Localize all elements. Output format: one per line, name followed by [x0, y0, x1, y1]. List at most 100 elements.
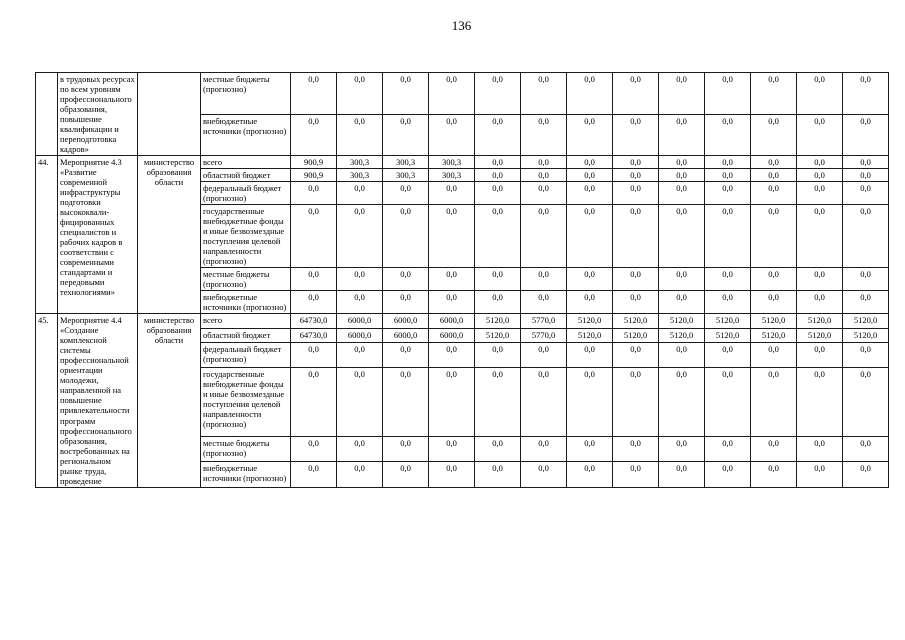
table-row: в трудовых ресурсах по всем уровням проф… [35, 71, 889, 157]
value-cell: 0,0 [428, 72, 475, 115]
value-cell: 0,0 [796, 113, 843, 157]
value-cell: 0,0 [566, 341, 613, 369]
value-cell: 0,0 [750, 204, 797, 269]
value-cell: 0,0 [612, 367, 659, 438]
value-cell: 0,0 [566, 113, 613, 157]
value-cell: 0,0 [842, 181, 889, 206]
value-cell: 0,0 [474, 155, 521, 170]
value-cell: 0,0 [750, 113, 797, 157]
value-cell: 0,0 [612, 341, 659, 369]
value-cell: 5120,0 [658, 327, 705, 343]
table-row: 45. Мероприятие 4.4 «Создание комплексной… [35, 313, 889, 488]
value-cell: 0,0 [428, 204, 475, 269]
value-cell: 0,0 [796, 367, 843, 438]
value-cell: 0,0 [796, 267, 843, 292]
value-cell: 0,0 [520, 113, 567, 157]
value-cell: 0,0 [382, 290, 429, 315]
value-cell: 0,0 [428, 341, 475, 369]
value-cell: 900,9 [290, 155, 337, 170]
value-cell: 0,0 [290, 204, 337, 269]
value-cell: 0,0 [520, 72, 567, 115]
budget-type-cell: областной бюджет [200, 168, 291, 183]
value-cell: 300,3 [382, 168, 429, 183]
value-cell: 0,0 [658, 155, 705, 170]
table-row: федеральный бюджет (прогнозно) 0,0 0,0 0,0 0… [36, 341, 889, 369]
value-cell: 0,0 [796, 155, 843, 170]
value-cell: 0,0 [842, 72, 889, 115]
value-cell: 0,0 [474, 168, 521, 183]
value-cell: 0,0 [842, 436, 889, 463]
value-cell: 0,0 [612, 204, 659, 269]
value-cell: 0,0 [428, 290, 475, 315]
value-cell: 0,0 [520, 168, 567, 183]
table-row: федеральный бюджет (прогнозно) 0,0 0,0 0,0 0… [36, 181, 889, 206]
value-cell: 0,0 [842, 155, 889, 170]
value-cell: 0,0 [336, 113, 383, 157]
value-cell: 0,0 [658, 113, 705, 157]
value-cell: 0,0 [474, 113, 521, 157]
value-cell: 0,0 [382, 113, 429, 157]
value-cell: 0,0 [566, 367, 613, 438]
executor-cell: министерство образования области [137, 313, 201, 488]
budget-table-body: в трудовых ресурсах по всем уровням проф… [35, 71, 889, 488]
value-cell: 0,0 [750, 290, 797, 315]
budget-type-cell: всего [200, 155, 291, 170]
value-cell: 0,0 [750, 341, 797, 369]
value-cell: 0,0 [336, 461, 383, 488]
value-cell: 64730,0 [290, 313, 337, 329]
value-cell: 5770,0 [520, 327, 567, 343]
table-row: внебюджетные источники (прогнозно) 0,0 0,0… [36, 290, 889, 315]
value-cell: 0,0 [336, 204, 383, 269]
value-cell: 0,0 [382, 436, 429, 463]
value-cell: 0,0 [658, 204, 705, 269]
value-cell: 0,0 [336, 367, 383, 438]
value-cell: 0,0 [612, 181, 659, 206]
value-cell: 0,0 [842, 461, 889, 488]
value-cell: 5770,0 [520, 313, 567, 329]
measure-name-cell: Мероприятие 4.4 «Создание комплексной си… [57, 313, 138, 488]
table-row: внебюджетные источники (прогнозно) 0,0 0,0… [36, 113, 889, 157]
value-cell: 0,0 [566, 204, 613, 269]
value-cell: 0,0 [428, 113, 475, 157]
value-cell: 6000,0 [428, 327, 475, 343]
value-cell: 0,0 [704, 367, 751, 438]
value-cell: 6000,0 [336, 327, 383, 343]
budget-type-cell: федеральный бюджет (прогнозно) [200, 341, 291, 369]
value-cell: 300,3 [336, 155, 383, 170]
value-cell: 0,0 [290, 267, 337, 292]
value-cell: 0,0 [474, 181, 521, 206]
value-cell: 0,0 [336, 181, 383, 206]
value-cell: 0,0 [520, 204, 567, 269]
value-cell: 0,0 [382, 461, 429, 488]
value-cell: 0,0 [612, 267, 659, 292]
value-cell: 0,0 [796, 290, 843, 315]
value-cell: 0,0 [750, 367, 797, 438]
value-cell: 5120,0 [796, 327, 843, 343]
measure-name-cell: Мероприятие 4.3 «Развитие современной ин… [57, 155, 138, 315]
value-cell: 0,0 [382, 267, 429, 292]
value-cell: 0,0 [428, 267, 475, 292]
value-cell: 0,0 [658, 267, 705, 292]
value-cell: 0,0 [658, 290, 705, 315]
value-cell: 0,0 [612, 436, 659, 463]
value-cell: 0,0 [704, 72, 751, 115]
table-row: внебюджетные источники (прогнозно) 0,0 0,0… [36, 461, 889, 488]
value-cell: 0,0 [704, 341, 751, 369]
value-cell: 0,0 [658, 341, 705, 369]
value-cell: 0,0 [474, 267, 521, 292]
value-cell: 0,0 [566, 181, 613, 206]
value-cell: 0,0 [474, 461, 521, 488]
value-cell: 0,0 [520, 181, 567, 206]
value-cell: 0,0 [842, 113, 889, 157]
value-cell: 64730,0 [290, 327, 337, 343]
value-cell: 0,0 [750, 72, 797, 115]
value-cell: 0,0 [474, 367, 521, 438]
value-cell: 5120,0 [612, 327, 659, 343]
value-cell: 0,0 [290, 436, 337, 463]
value-cell: 0,0 [290, 113, 337, 157]
budget-table: в трудовых ресурсах по всем уровням проф… [35, 71, 889, 488]
value-cell: 0,0 [704, 155, 751, 170]
value-cell: 0,0 [842, 204, 889, 269]
value-cell: 0,0 [750, 461, 797, 488]
table-row: государственные внебюджетные фонды и ины… [36, 367, 889, 438]
